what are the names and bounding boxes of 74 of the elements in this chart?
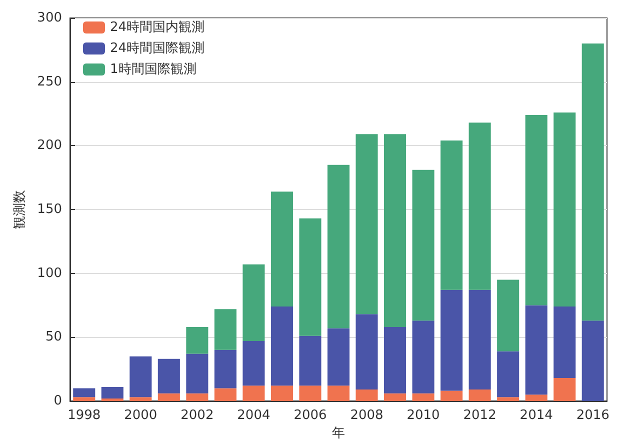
bar [270,386,293,401]
x-tick-label: 1998 [68,408,101,423]
x-tick-label: 2010 [406,408,440,423]
bar [412,170,434,321]
bar [384,134,406,327]
bar [73,388,96,398]
bar [327,328,350,386]
bar [525,115,548,306]
x-tick-label: 2016 [576,408,610,423]
bar [214,350,236,388]
x-tick-label: 2014 [520,408,553,423]
bar [440,390,463,401]
y-axis-title: 観測数 [12,190,28,229]
bar [384,393,406,401]
bar [73,397,96,401]
y-tick-label: 250 [37,74,62,90]
bar [101,386,124,398]
bar [412,393,434,401]
bar [186,393,208,401]
bar [356,134,378,314]
bar [525,305,548,395]
bar [101,398,124,401]
y-tick-label: 50 [45,330,62,345]
bar [554,378,576,401]
bar [130,356,152,398]
bar [356,390,378,401]
bar [468,290,491,390]
bar [130,397,152,401]
bar [554,112,576,307]
x-axis-title: 年 [332,426,345,441]
bar [440,290,463,391]
x-tick-label: 2000 [124,408,158,423]
x-tick-label: 2004 [237,408,270,423]
bar [270,192,293,307]
bar [327,164,350,328]
y-tick-label: 150 [37,202,62,217]
bar [299,386,322,401]
bar [356,314,378,390]
bar [582,320,604,401]
y-tick-label: 300 [37,10,62,26]
bar [242,386,265,401]
legend-label: 24時間国際観測 [110,41,205,56]
bar [440,140,463,290]
x-tick-label: 2006 [294,408,327,423]
bar [497,280,520,352]
bar [158,358,180,394]
x-tick-label: 2002 [180,408,214,423]
y-tick-label: 0 [54,394,62,408]
bar [384,326,406,394]
bar [497,351,520,398]
bar [186,326,208,354]
bar [214,388,236,401]
bar [299,218,322,336]
bar [242,340,265,386]
legend-label: 24時間国内観測 [110,20,205,35]
bar [468,122,491,290]
bar [270,306,293,386]
bar [242,264,265,341]
bar [497,397,520,401]
bar [525,394,548,401]
bar [582,44,604,321]
bar [186,354,208,394]
bar [299,336,322,386]
x-tick-label: 2012 [463,408,496,423]
bar [412,320,434,394]
bar [554,306,576,378]
y-tick-label: 200 [37,138,62,154]
bar [468,390,491,401]
bar [214,309,236,350]
x-tick-label: 2008 [350,408,384,423]
legend-label: 1時間国際観測 [110,62,196,77]
bar [158,393,180,401]
bar [327,386,350,401]
y-tick-label: 100 [37,266,62,281]
